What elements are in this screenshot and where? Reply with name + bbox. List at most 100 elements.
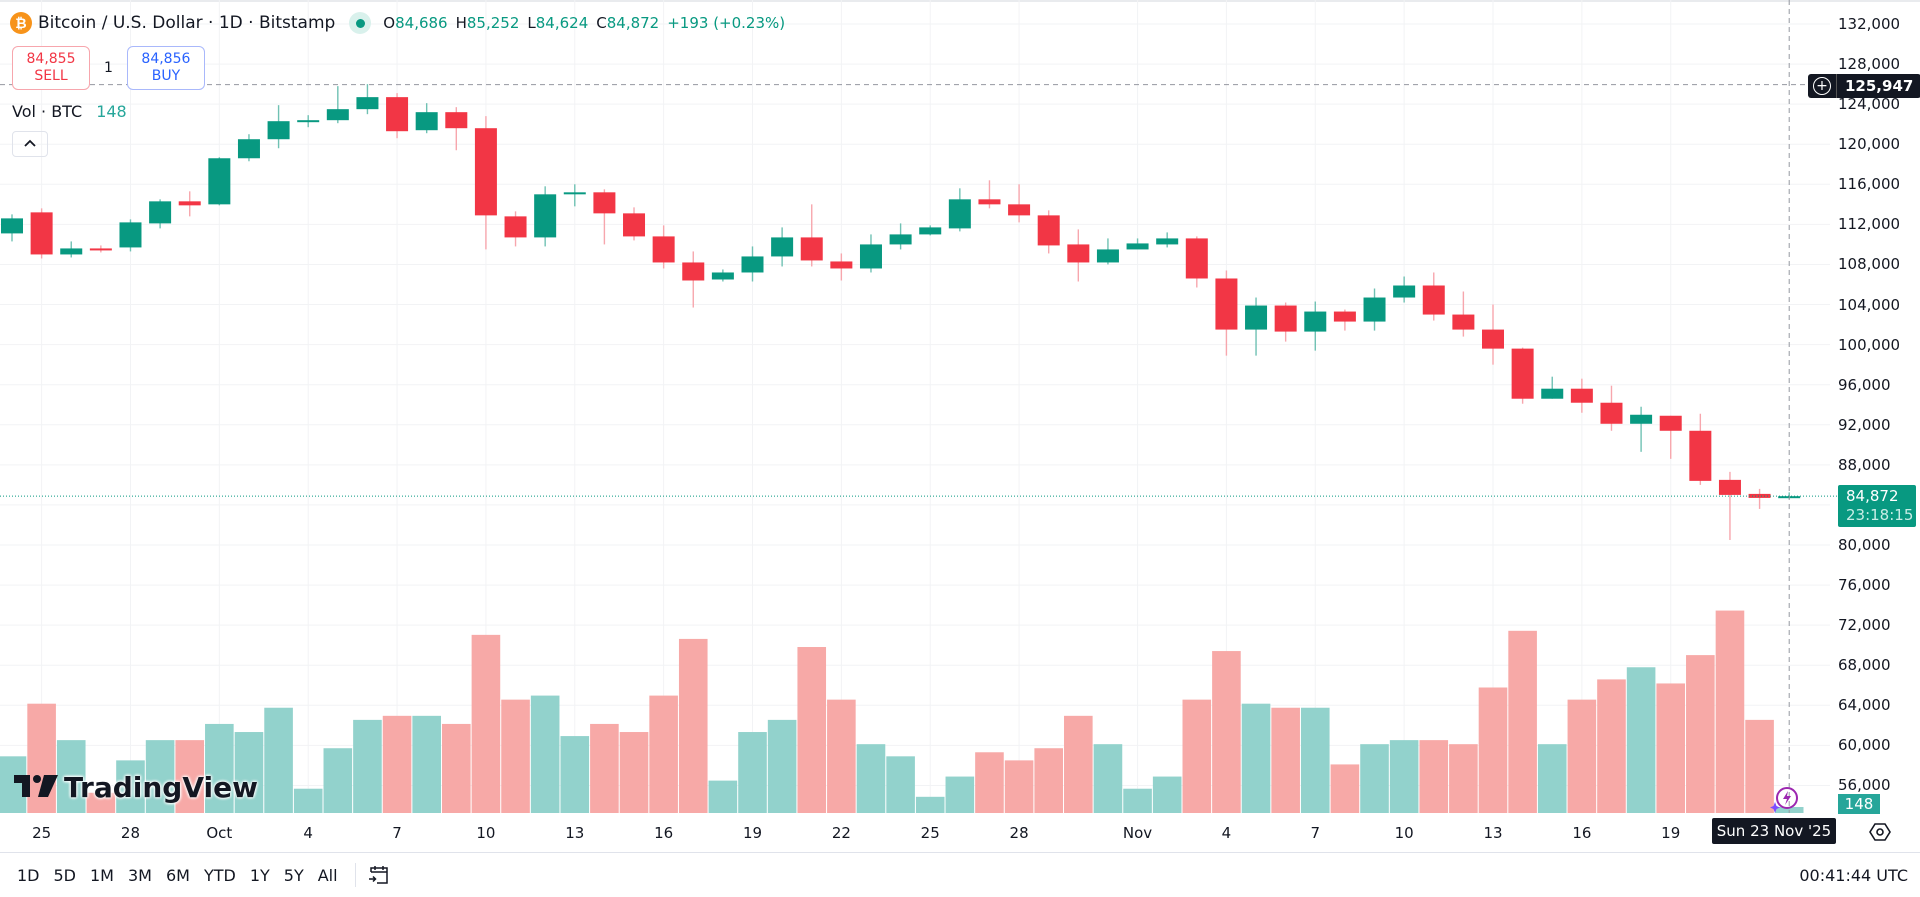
- price-tick-label: 68,000: [1838, 656, 1891, 675]
- chart-settings-button[interactable]: [1868, 820, 1892, 844]
- crosshair-price: 125,947: [1845, 77, 1914, 95]
- time-tick-label: Oct: [206, 824, 233, 842]
- tradingview-logo-icon: [14, 770, 58, 805]
- time-tick-label: 13: [1483, 824, 1503, 842]
- candle-body: [178, 201, 201, 206]
- volume-bar: [1449, 744, 1478, 813]
- tradingview-logo[interactable]: TradingView: [14, 770, 258, 805]
- candle: [771, 227, 794, 267]
- range-button-5y[interactable]: 5Y: [283, 865, 304, 885]
- range-button-1d[interactable]: 1D: [17, 865, 40, 885]
- price-tick-label: 132,000: [1838, 15, 1901, 33]
- volume-bar: [353, 719, 382, 813]
- candle: [1659, 415, 1682, 459]
- tradingview-logo-text: TradingView: [64, 771, 258, 804]
- candle: [1274, 302, 1297, 342]
- sparkle-lightning-icon: [1770, 787, 1798, 813]
- time-tick-label: 7: [392, 824, 402, 842]
- volume-bar: [678, 638, 708, 813]
- candle-body: [1482, 329, 1504, 349]
- time-tick-label: 19: [1661, 824, 1681, 842]
- candle: [474, 116, 497, 250]
- candle-body: [149, 201, 172, 224]
- calendar-goto-icon: [368, 866, 388, 884]
- volume-bar: [1478, 687, 1508, 813]
- candle: [1185, 236, 1208, 288]
- candle-body: [1748, 493, 1771, 498]
- add-alert-button[interactable]: +: [1808, 74, 1837, 98]
- volume-bar: [1034, 748, 1063, 813]
- candle: [415, 103, 438, 134]
- range-button-all[interactable]: All: [317, 865, 338, 885]
- high-label: H: [455, 14, 467, 32]
- low-label: L: [527, 14, 536, 32]
- symbol-title[interactable]: Bitcoin / U.S. Dollar · 1D · Bitstamp: [38, 13, 336, 33]
- candle-body: [474, 128, 497, 216]
- volume-bar: [1508, 630, 1537, 813]
- bottom-toolbar: 1D 5D 1M 3M 6M YTD 1Y 5Y All 00:41:44 UTC: [0, 852, 1920, 897]
- ai-assistant-button[interactable]: [1768, 785, 1802, 815]
- candle: [593, 189, 616, 245]
- time-tick-label: 22: [831, 824, 851, 842]
- buy-button[interactable]: 84,856 BUY: [126, 46, 205, 90]
- volume-bar: [264, 707, 293, 813]
- crosshair-date-tag: Sun 23 Nov '25: [1712, 818, 1836, 844]
- candle-body: [30, 212, 53, 255]
- price-tick-label: 92,000: [1838, 415, 1891, 434]
- volume-bar: [382, 715, 412, 813]
- range-button-6m[interactable]: 6M: [165, 865, 190, 885]
- time-tick-label: 28: [120, 824, 141, 842]
- volume-legend[interactable]: Vol · BTC 148: [12, 102, 127, 121]
- time-tick-label: 7: [1310, 824, 1321, 842]
- range-button-1y[interactable]: 1Y: [249, 865, 270, 885]
- candle-body: [800, 237, 823, 261]
- volume-bar: [1537, 744, 1567, 813]
- candle: [1689, 413, 1712, 485]
- candle-body: [1185, 238, 1208, 279]
- candle: [1215, 270, 1238, 356]
- range-button-3m[interactable]: 3M: [127, 865, 152, 885]
- settings-hexagon-icon: [1869, 823, 1891, 841]
- volume-bar: [116, 760, 145, 813]
- candle: [1422, 272, 1445, 321]
- volume-label: Vol · BTC: [12, 102, 83, 121]
- utc-clock[interactable]: 00:41:44 UTC: [1799, 865, 1908, 885]
- candle: [948, 188, 971, 232]
- candle-body: [859, 244, 882, 269]
- volume-bar: [915, 796, 945, 813]
- candle: [1393, 276, 1416, 303]
- volume-tag: 148: [1838, 794, 1880, 814]
- volume-bar: [1419, 740, 1449, 813]
- volume-bar: [471, 634, 501, 813]
- candle: [267, 105, 290, 149]
- volume-bar: [1271, 707, 1300, 813]
- ohlc-values: O84,686 H85,252 L84,624 C84,872 +193 (+0…: [383, 14, 785, 32]
- candle: [682, 251, 705, 308]
- volume-value: 148: [96, 102, 127, 121]
- candle-body: [534, 194, 557, 238]
- goto-date-button[interactable]: [366, 862, 392, 888]
- price-tick-label: 80,000: [1838, 536, 1891, 554]
- candle: [919, 225, 942, 236]
- volume-bar: [1212, 651, 1241, 813]
- volume-bar: [56, 740, 86, 813]
- candle-body: [1304, 311, 1327, 332]
- price-chart[interactable]: [0, 0, 1920, 852]
- sell-button[interactable]: 84,855 SELL: [12, 46, 90, 90]
- collapse-legend-button[interactable]: [12, 131, 48, 157]
- price-tick-label: 120,000: [1838, 135, 1901, 154]
- time-tick-label: 13: [565, 824, 585, 842]
- candle: [652, 225, 675, 269]
- range-button-1m[interactable]: 1M: [90, 865, 114, 885]
- volume-bar: [1004, 760, 1034, 813]
- price-tick-label: 60,000: [1838, 736, 1891, 755]
- time-tick-label: 4: [303, 824, 313, 842]
- trade-quantity[interactable]: 1: [104, 60, 113, 76]
- candle-body: [1037, 215, 1060, 246]
- candle: [1511, 347, 1534, 404]
- range-button-5d[interactable]: 5D: [53, 865, 77, 885]
- range-button-ytd[interactable]: YTD: [203, 865, 236, 885]
- volume-bar: [323, 748, 353, 813]
- candle-body: [623, 213, 646, 237]
- volume-bar: [205, 723, 234, 813]
